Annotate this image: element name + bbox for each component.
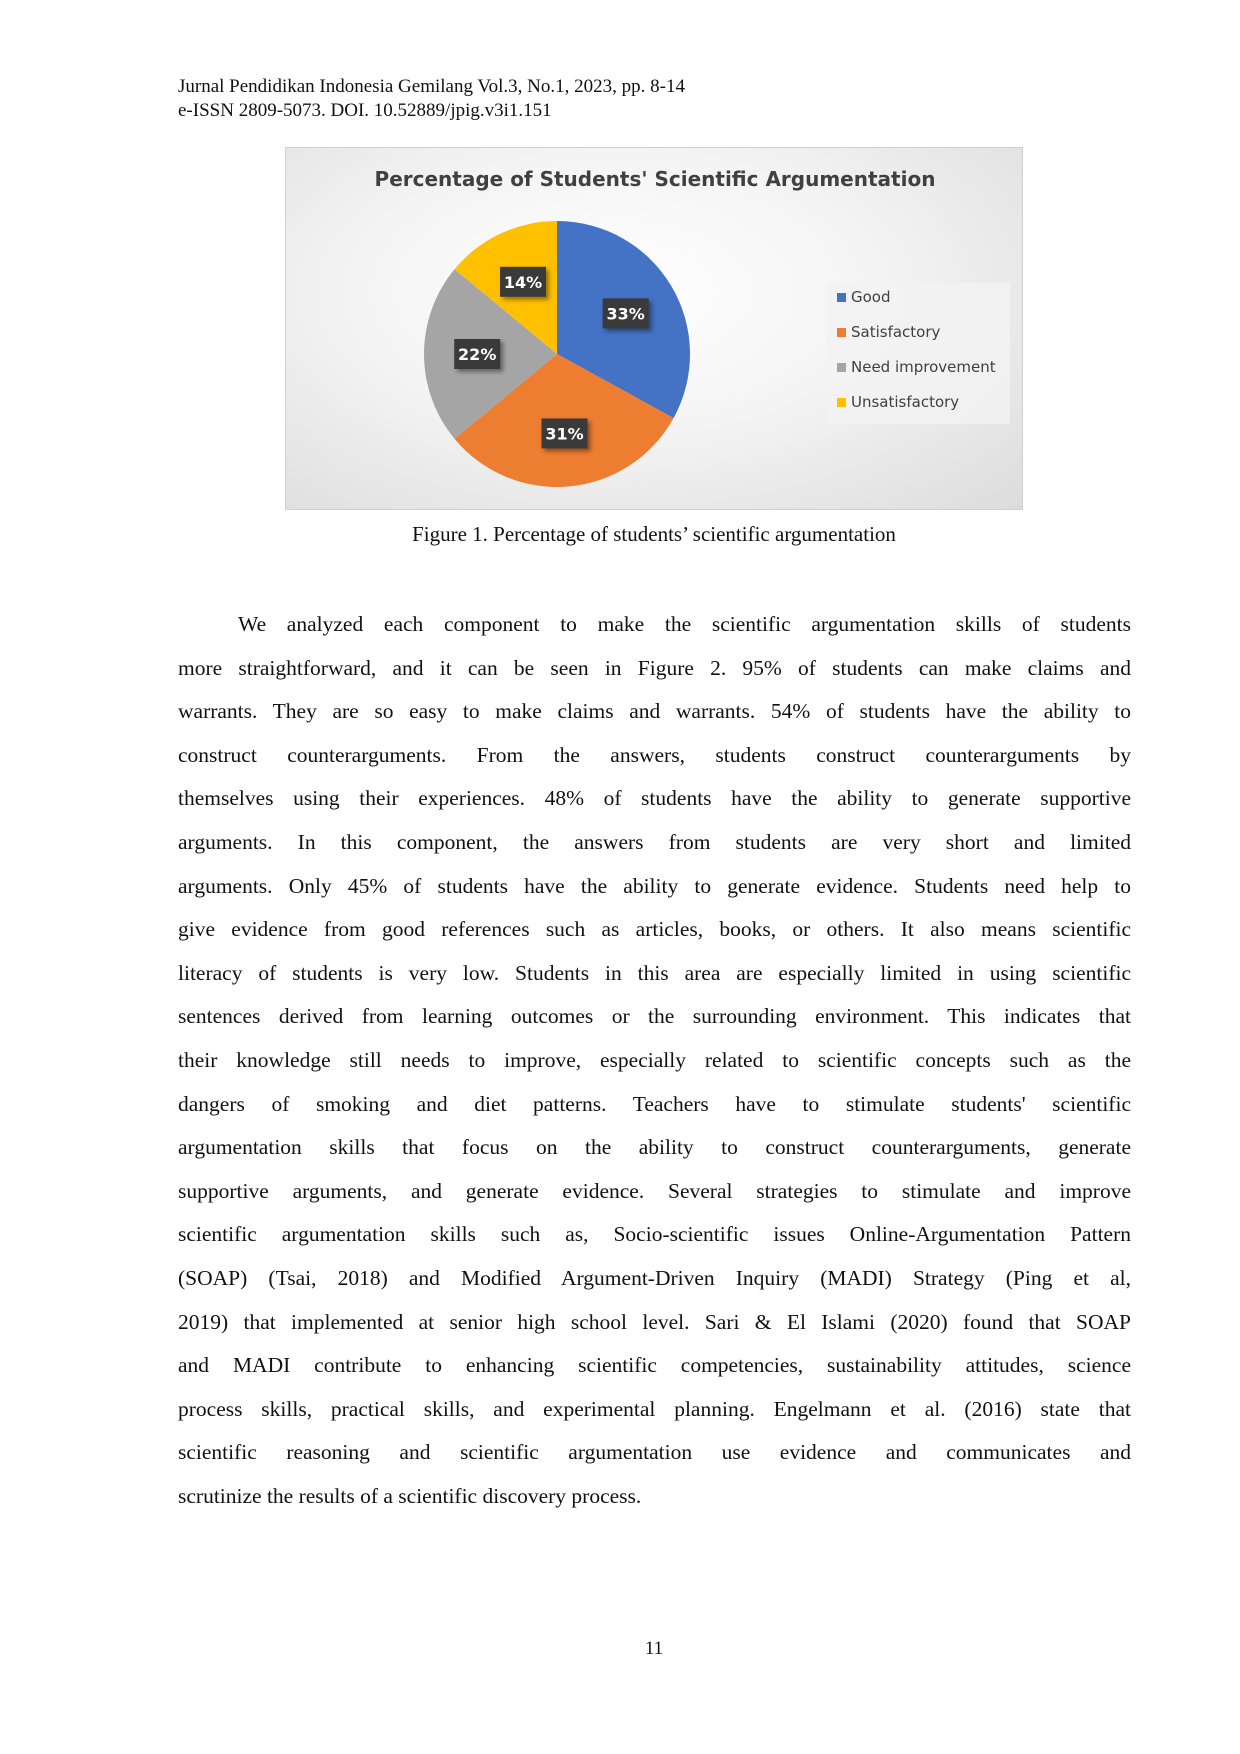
data-label: 33% — [602, 298, 649, 329]
chart-title: Percentage of Students' Scientific Argum… — [375, 167, 936, 191]
text-line: 2019) that implemented at senior high sc… — [178, 1309, 1131, 1334]
data-label: 22% — [454, 339, 501, 369]
data-label-text: 31% — [545, 424, 583, 443]
text-line: their knowledge still needs to improve, … — [178, 1047, 1131, 1072]
legend-label: Good — [851, 288, 891, 306]
text-line: more straightforward, and it can be seen… — [178, 655, 1131, 680]
body-paragraph: We analyzed each component to make the s… — [178, 603, 1131, 1518]
page-number: 11 — [644, 1638, 664, 1659]
text-line: literacy of students is very low. Studen… — [178, 960, 1131, 985]
legend-swatch — [837, 328, 846, 337]
text-line: (SOAP) (Tsai, 2018) and Modified Argumen… — [178, 1265, 1131, 1290]
journal-header-line1: Jurnal Pendidikan Indonesia Gemilang Vol… — [178, 76, 685, 97]
text-line: process skills, practical skills, and ex… — [178, 1396, 1131, 1421]
text-line: give evidence from good references such … — [178, 917, 1131, 942]
pie-chart-figure: Percentage of Students' Scientific Argum… — [285, 147, 1023, 510]
text-line: sentences derived from learning outcomes… — [178, 1004, 1131, 1029]
text-line: scientific argumentation skills such as,… — [178, 1222, 1131, 1247]
text-line: scrutinize the results of a scientific d… — [178, 1483, 642, 1508]
legend-swatch — [837, 398, 846, 407]
data-label: 31% — [541, 418, 588, 449]
text-line: dangers of smoking and diet patterns. Te… — [178, 1091, 1131, 1116]
text-line: and MADI contribute to enhancing scienti… — [178, 1353, 1131, 1378]
legend-label: Unsatisfactory — [851, 393, 959, 411]
text-line: We analyzed each component to make the s… — [238, 612, 1131, 636]
legend-box — [827, 283, 1010, 424]
text-line: construct counterarguments. From the ans… — [178, 742, 1131, 767]
text-line: warrants. They are so easy to make claim… — [178, 699, 1131, 724]
text-line: arguments. Only 45% of students have the… — [178, 873, 1131, 898]
text-line: arguments. In this component, the answer… — [178, 829, 1131, 854]
journal-header-line2: e-ISSN 2809-5073. DOI. 10.52889/jpig.v3i… — [178, 100, 552, 121]
text-line: supportive arguments, and generate evide… — [178, 1178, 1131, 1203]
text-line: scientific reasoning and scientific argu… — [178, 1440, 1131, 1465]
data-label-text: 14% — [504, 273, 542, 292]
text-line: themselves using their experiences. 48% … — [178, 786, 1131, 811]
text-line: argumentation skills that focus on the a… — [178, 1135, 1131, 1160]
legend-swatch — [837, 363, 846, 372]
legend-label: Satisfactory — [851, 323, 941, 341]
data-label: 14% — [500, 266, 547, 297]
pie-chart: Percentage of Students' Scientific Argum… — [375, 167, 1010, 488]
legend-label: Need improvement — [851, 358, 996, 376]
data-label-text: 33% — [607, 304, 645, 323]
figure-caption: Figure 1. Percentage of students’ scient… — [412, 522, 896, 546]
legend-swatch — [837, 293, 846, 302]
data-label-text: 22% — [458, 345, 496, 364]
